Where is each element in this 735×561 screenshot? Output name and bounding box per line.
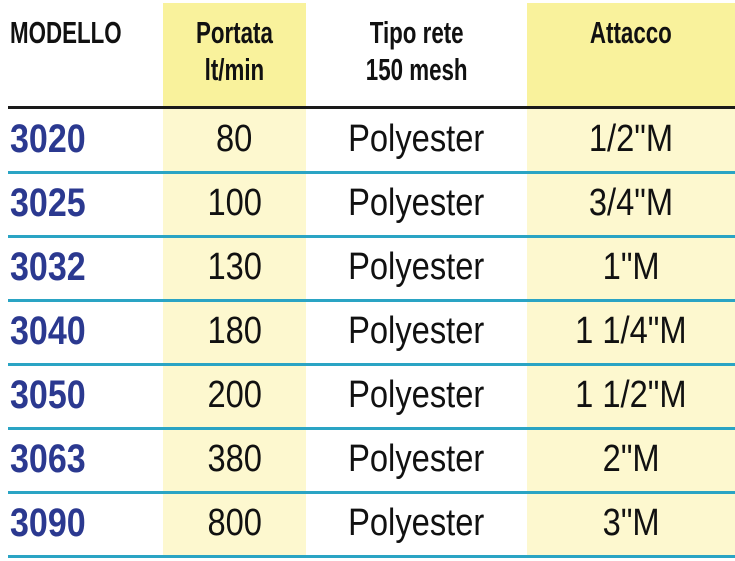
cell-flow: 800 xyxy=(207,502,262,545)
cell-flow: 80 xyxy=(216,117,253,160)
cell-flow: 200 xyxy=(207,373,262,416)
cell-model: 3090 xyxy=(10,501,86,546)
cell-mesh: Polyester xyxy=(348,438,485,480)
row-divider xyxy=(8,234,735,238)
cell-connection: 1 1/2"M xyxy=(575,373,687,416)
header-flow: Portata lt/min xyxy=(196,15,273,87)
row-divider xyxy=(8,491,735,494)
cell-connection: 1/2"M xyxy=(588,117,674,160)
table-row: 3050 200 Polyester 1 1/2"M xyxy=(0,364,735,426)
flow-column-highlight xyxy=(163,108,306,557)
cell-mesh: Polyester xyxy=(348,245,485,288)
header-model: MODELLO xyxy=(10,15,122,50)
cell-flow: 180 xyxy=(207,309,262,352)
row-divider xyxy=(8,170,735,174)
cell-flow: 100 xyxy=(207,181,262,224)
header-connection: Attacco xyxy=(590,15,672,50)
cell-model: 3040 xyxy=(10,308,86,353)
header-mesh: Tipo rete 150 mesh xyxy=(365,15,468,87)
cell-model: 3050 xyxy=(10,372,86,417)
table-row: 3040 180 Polyester 1 1/4"M xyxy=(0,300,735,362)
row-divider xyxy=(8,362,735,366)
cell-flow: 130 xyxy=(207,245,262,288)
row-divider xyxy=(8,555,735,559)
table-row: 3063 380 Polyester 2"M xyxy=(0,429,735,491)
table-row: 3025 100 Polyester 3/4"M xyxy=(0,172,735,234)
cell-connection: 2"M xyxy=(602,438,660,480)
row-divider xyxy=(8,298,735,302)
cell-mesh: Polyester xyxy=(348,373,485,416)
cell-connection: 1"M xyxy=(602,245,660,288)
table-row: 3090 800 Polyester 3"M xyxy=(0,493,735,555)
cell-flow: 380 xyxy=(207,438,262,480)
row-divider xyxy=(8,426,735,430)
cell-mesh: Polyester xyxy=(348,181,485,224)
cell-mesh: Polyester xyxy=(348,117,485,160)
cell-model: 3025 xyxy=(10,180,86,225)
cell-connection: 3/4"M xyxy=(588,181,674,224)
cell-mesh: Polyester xyxy=(348,309,485,352)
cell-model: 3032 xyxy=(10,244,86,289)
connection-header-highlight xyxy=(527,3,735,108)
cell-model: 3020 xyxy=(10,116,86,161)
header-divider xyxy=(8,106,735,109)
cell-mesh: Polyester xyxy=(348,502,485,545)
connection-column-highlight xyxy=(527,108,735,557)
cell-connection: 3"M xyxy=(602,502,660,545)
cell-connection: 1 1/4"M xyxy=(575,309,687,352)
table-row: 3020 80 Polyester 1/2"M xyxy=(0,108,735,170)
flow-header-highlight xyxy=(163,3,306,108)
cell-model: 3063 xyxy=(10,437,86,481)
table-row: 3032 130 Polyester 1"M xyxy=(0,236,735,298)
